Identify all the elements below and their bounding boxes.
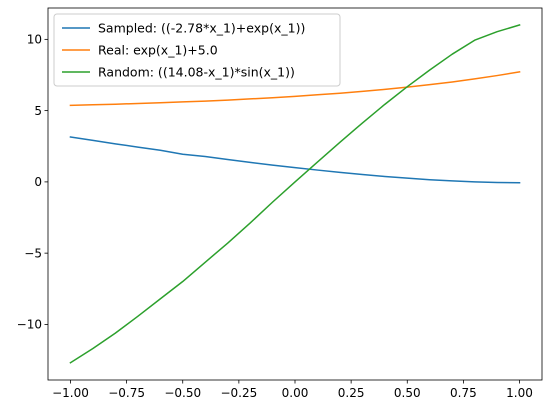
x-tick-label: −0.25: [220, 386, 257, 400]
y-tick-label: −5: [24, 246, 42, 260]
y-tick-label: 0: [34, 175, 42, 189]
legend-label-0: Sampled: ((-2.78*x_1)+exp(x_1)): [98, 21, 305, 36]
plot-area: [69, 24, 521, 364]
x-tick-label: 0.75: [450, 386, 477, 400]
x-tick-label: 0.00: [282, 386, 309, 400]
x-tick-label: −1.00: [52, 386, 89, 400]
series-line-2: [69, 24, 521, 364]
series-line-0: [69, 136, 521, 184]
x-tick-label: 0.50: [394, 386, 421, 400]
legend-box: [53, 13, 341, 87]
series-line-1: [69, 70, 521, 107]
legend-label-1: Real: exp(x_1)+5.0: [98, 43, 218, 58]
y-tick-label: −10: [17, 318, 42, 332]
x-tick-label: −0.50: [164, 386, 201, 400]
legend-label-2: Random: ((14.08-x_1)*sin(x_1)): [98, 65, 295, 80]
axes: −1.00 −0.75 −0.50 −0.25 0.00 0.25 0.50 0.75 1.00…: [17, 7, 543, 400]
y-tick-label: 10: [27, 33, 42, 47]
legend: Sampled: ((-2.78*x_1)+exp(x_1)) Real: exp…: [53, 13, 341, 87]
x-tick-label: 0.25: [338, 386, 365, 400]
y-tick-label: 5: [34, 104, 42, 118]
x-tick-label: 1.00: [506, 386, 533, 400]
x-tick-label: −0.75: [108, 386, 145, 400]
